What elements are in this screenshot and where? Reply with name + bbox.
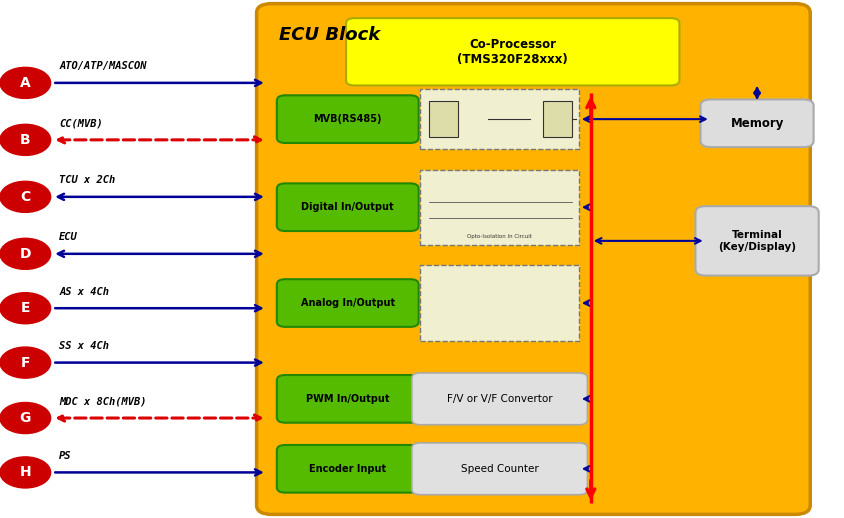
Circle shape xyxy=(0,347,51,378)
Text: MDC x 8Ch(MVB): MDC x 8Ch(MVB) xyxy=(59,397,147,407)
FancyBboxPatch shape xyxy=(277,95,419,143)
FancyBboxPatch shape xyxy=(695,206,819,276)
FancyBboxPatch shape xyxy=(412,373,587,425)
Text: F: F xyxy=(20,355,30,370)
Text: PS: PS xyxy=(59,451,72,461)
Bar xyxy=(543,101,572,137)
FancyBboxPatch shape xyxy=(277,183,419,231)
Circle shape xyxy=(0,457,51,488)
Text: Memory: Memory xyxy=(730,117,784,130)
FancyBboxPatch shape xyxy=(277,375,419,423)
FancyBboxPatch shape xyxy=(257,4,810,514)
Text: Encoder Input: Encoder Input xyxy=(309,464,387,474)
Text: ECU: ECU xyxy=(59,233,78,242)
Text: D: D xyxy=(19,247,31,261)
Text: F/V or V/F Convertor: F/V or V/F Convertor xyxy=(446,394,553,404)
Text: H: H xyxy=(19,465,31,480)
FancyBboxPatch shape xyxy=(412,443,587,495)
Text: PWM In/Output: PWM In/Output xyxy=(306,394,389,404)
FancyBboxPatch shape xyxy=(420,265,579,341)
Text: CC(MVB): CC(MVB) xyxy=(59,119,103,128)
Text: Opto-Isolation In Circuit: Opto-Isolation In Circuit xyxy=(468,234,532,238)
FancyBboxPatch shape xyxy=(701,99,814,147)
Text: Analog In/Output: Analog In/Output xyxy=(300,298,395,308)
Text: G: G xyxy=(19,411,31,425)
FancyBboxPatch shape xyxy=(420,89,579,149)
Text: A: A xyxy=(20,76,30,90)
Text: E: E xyxy=(20,301,30,315)
Circle shape xyxy=(0,67,51,98)
Text: TCU x 2Ch: TCU x 2Ch xyxy=(59,176,116,185)
Text: ECU Block: ECU Block xyxy=(279,26,380,44)
Text: Speed Counter: Speed Counter xyxy=(461,464,538,474)
FancyBboxPatch shape xyxy=(420,169,579,245)
Text: Digital In/Output: Digital In/Output xyxy=(301,202,394,212)
Circle shape xyxy=(0,124,51,155)
FancyBboxPatch shape xyxy=(277,279,419,327)
FancyBboxPatch shape xyxy=(346,18,679,85)
Text: MVB(RS485): MVB(RS485) xyxy=(313,114,382,124)
Text: Terminal
(Key/Display): Terminal (Key/Display) xyxy=(718,230,796,252)
Text: SS x 4Ch: SS x 4Ch xyxy=(59,341,109,351)
Text: C: C xyxy=(20,190,30,204)
Circle shape xyxy=(0,402,51,434)
Circle shape xyxy=(0,238,51,269)
Text: B: B xyxy=(20,133,30,147)
Text: Co-Processor
(TMS320F28xxx): Co-Processor (TMS320F28xxx) xyxy=(457,38,568,66)
Text: AS x 4Ch: AS x 4Ch xyxy=(59,287,109,297)
Text: ATO/ATP/MASCON: ATO/ATP/MASCON xyxy=(59,62,147,71)
FancyBboxPatch shape xyxy=(277,445,419,493)
Circle shape xyxy=(0,181,51,212)
Circle shape xyxy=(0,293,51,324)
Bar xyxy=(429,101,458,137)
